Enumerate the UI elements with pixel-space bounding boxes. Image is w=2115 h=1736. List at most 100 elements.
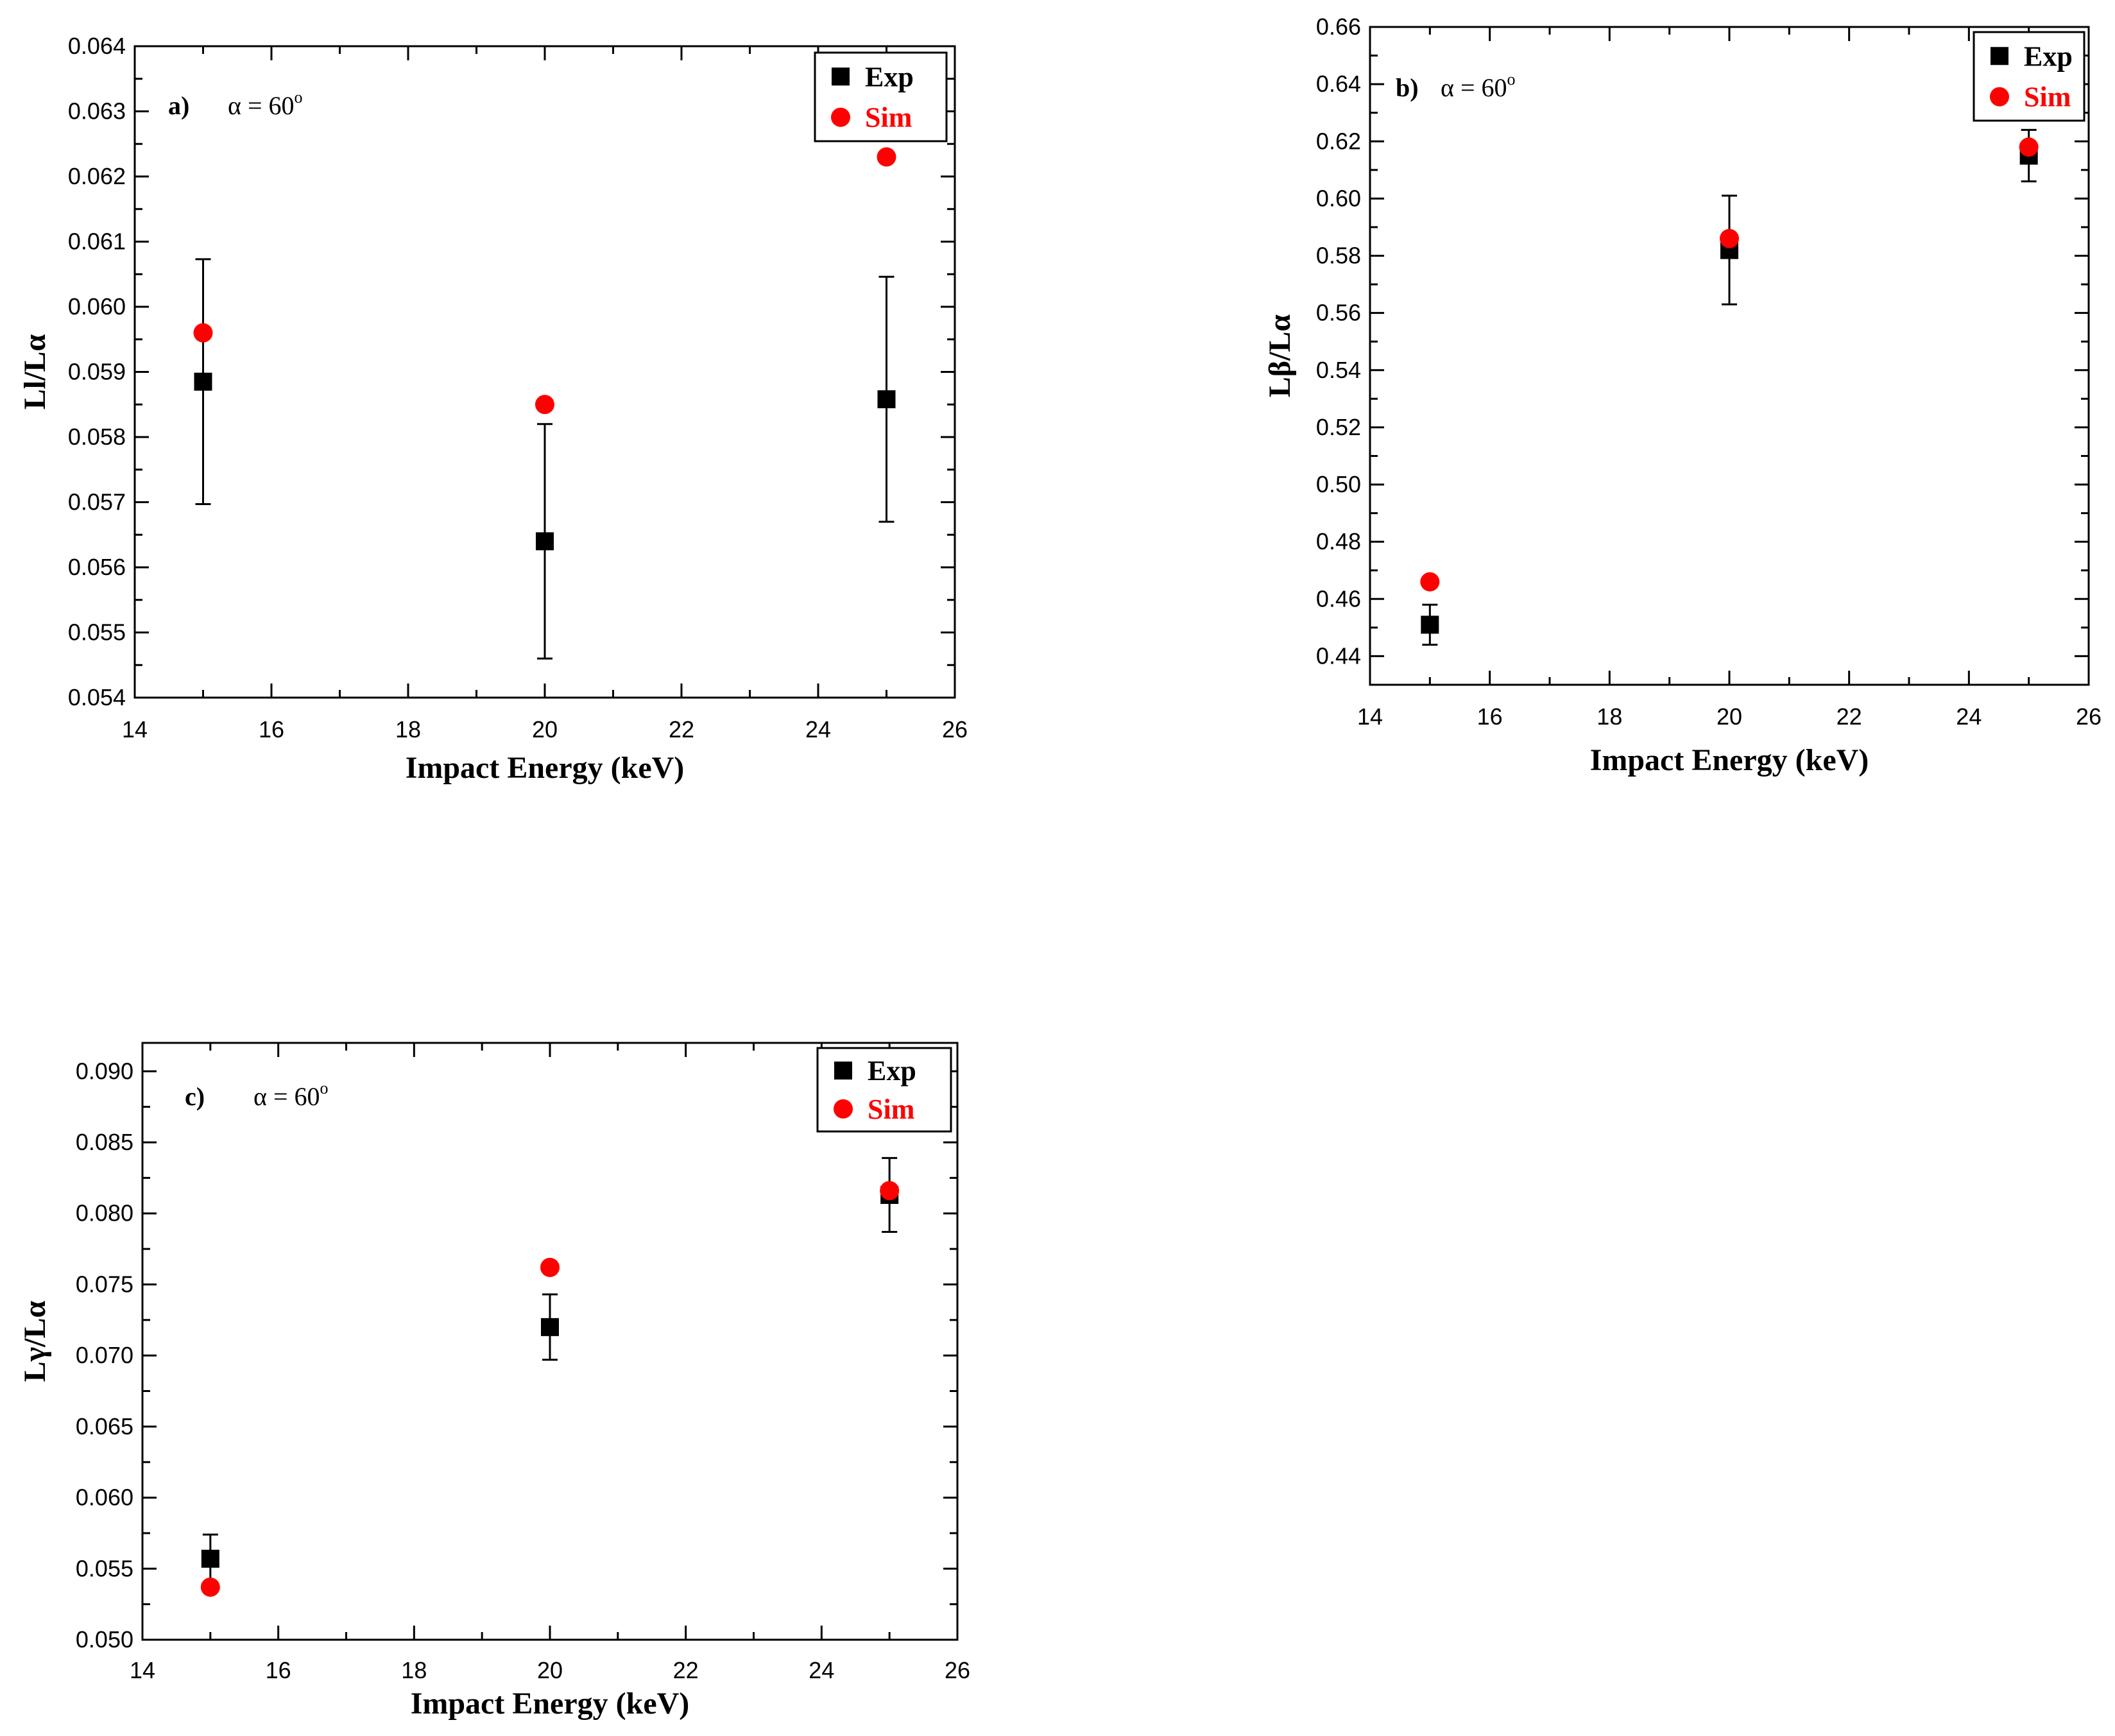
y-tick-label: 0.52: [1316, 414, 1361, 440]
series-exp: [1421, 128, 2038, 646]
y-tick-label: 0.060: [68, 293, 126, 320]
y-tick-label: 0.58: [1316, 243, 1361, 269]
legend-sim-label: Sim: [865, 102, 912, 133]
y-tick-label: 0.055: [76, 1555, 133, 1581]
y-axis-title: Ll/Lα: [18, 334, 52, 410]
y-tick-label: 0.46: [1316, 585, 1361, 612]
y-axis-title: Lβ/Lα: [1263, 314, 1297, 398]
legend-exp-label: Exp: [865, 61, 914, 92]
panel-label: c): [185, 1082, 205, 1111]
exp-point: [541, 1318, 559, 1336]
sim-point: [535, 395, 554, 415]
y-tick-label: 0.48: [1316, 528, 1361, 554]
series-exp: [201, 1156, 899, 1584]
x-tick-label: 24: [1956, 703, 1982, 730]
series-sim: [1420, 137, 2039, 592]
x-tick-label: 22: [1837, 703, 1862, 730]
y-tick-label: 0.62: [1316, 128, 1361, 154]
x-tick-label: 22: [669, 716, 694, 743]
y-tick-label: 0.54: [1316, 357, 1361, 383]
y-axis-title: Lγ/Lα: [18, 1300, 52, 1382]
series-exp: [194, 258, 896, 660]
legend-exp-marker: [832, 67, 850, 86]
degree-superscript: o: [295, 88, 303, 107]
legend: Exp Sim: [816, 1047, 952, 1133]
y-tick-label: 0.075: [76, 1271, 133, 1297]
y-tick-label: 0.085: [76, 1129, 133, 1155]
legend-box: [1973, 31, 2085, 122]
panel-label: a): [168, 91, 189, 120]
y-tick-label: 0.055: [68, 619, 126, 646]
sim-point: [1720, 228, 1739, 248]
y-tick-label: 0.56: [1316, 300, 1361, 326]
y-tick-label: 0.062: [68, 163, 126, 189]
exp-point: [536, 532, 554, 551]
y-tick-label: 0.050: [76, 1626, 133, 1653]
x-tick-label: 20: [537, 1657, 563, 1683]
angle-annotation: α = 60o: [253, 1079, 329, 1111]
y-tick-label: 0.057: [68, 489, 126, 515]
x-axis-title: Impact Energy (keV): [411, 1687, 690, 1721]
x-tick-label: 18: [1597, 703, 1622, 730]
x-tick-label: 14: [1357, 703, 1383, 730]
y-tick-label: 0.070: [76, 1342, 133, 1368]
x-tick-label: 14: [130, 1657, 155, 1683]
series-sim: [193, 147, 896, 415]
legend-box: [814, 51, 948, 142]
x-tick-label: 26: [2076, 703, 2102, 730]
y-tick-label: 0.090: [76, 1058, 133, 1084]
angle-annotation: α = 60o: [228, 88, 303, 120]
sim-point: [1420, 572, 1440, 592]
y-tick-label: 0.064: [68, 33, 126, 59]
sim-point: [2019, 137, 2039, 157]
x-tick-label: 20: [532, 716, 558, 743]
plot-frame: [1369, 26, 2090, 686]
angle-annotation: α = 60o: [1441, 70, 1516, 102]
exp-point: [194, 372, 212, 391]
x-tick-label: 16: [259, 716, 284, 743]
chart-b: 14 16 18 20 22 24 26 0.44 0.46 0.48 0.50 0.52 0.54 0.…: [1263, 13, 2102, 777]
y-tick-label: 0.058: [68, 424, 126, 450]
x-tick-label: 18: [401, 1657, 427, 1683]
exp-point: [877, 390, 896, 409]
legend-exp-label: Exp: [2024, 40, 2073, 72]
y-tick-label: 0.063: [68, 98, 126, 125]
sim-point: [880, 1181, 900, 1201]
chart-a: 14 16 18 20 22 24 26 0.054 0.055 0.056 0.057 0.058 0…: [18, 33, 968, 785]
legend-exp-marker: [834, 1061, 852, 1080]
panel-label: b): [1396, 73, 1419, 102]
legend-exp-label: Exp: [868, 1055, 916, 1087]
sim-point: [877, 147, 896, 167]
y-tick-label: 0.64: [1316, 71, 1361, 97]
legend-sim-marker: [834, 1099, 853, 1119]
legend-sim-marker: [1990, 87, 2009, 107]
x-tick-label: 24: [809, 1657, 834, 1683]
y-tick-label: 0.44: [1316, 642, 1361, 669]
degree-superscript: o: [320, 1079, 329, 1097]
legend: Exp Sim: [814, 51, 948, 142]
degree-superscript: o: [1507, 70, 1516, 89]
y-tick-label: 0.059: [68, 359, 126, 385]
exp-point: [1421, 615, 1439, 634]
y-tick-label: 0.50: [1316, 471, 1361, 497]
x-tick-label: 22: [673, 1657, 699, 1683]
legend-exp-marker: [1991, 47, 2008, 65]
exp-point: [201, 1549, 219, 1568]
x-axis-title: Impact Energy (keV): [406, 751, 685, 785]
sim-point: [200, 1577, 220, 1597]
x-tick-label: 26: [945, 1657, 970, 1683]
x-axis-title: Impact Energy (keV): [1590, 743, 1869, 777]
x-tick-label: 16: [266, 1657, 291, 1683]
y-tick-label: 0.056: [68, 554, 126, 580]
series-sim: [200, 1181, 900, 1597]
sim-point: [193, 323, 213, 343]
legend-sim-label: Sim: [868, 1094, 914, 1125]
y-tick-label: 0.065: [76, 1413, 133, 1440]
y-tick-label: 0.66: [1316, 13, 1361, 40]
x-tick-label: 20: [1717, 703, 1742, 730]
y-tick-label: 0.60: [1316, 185, 1361, 211]
x-tick-label: 26: [942, 716, 968, 743]
legend: Exp Sim: [1973, 31, 2085, 122]
x-tick-label: 14: [122, 716, 148, 743]
